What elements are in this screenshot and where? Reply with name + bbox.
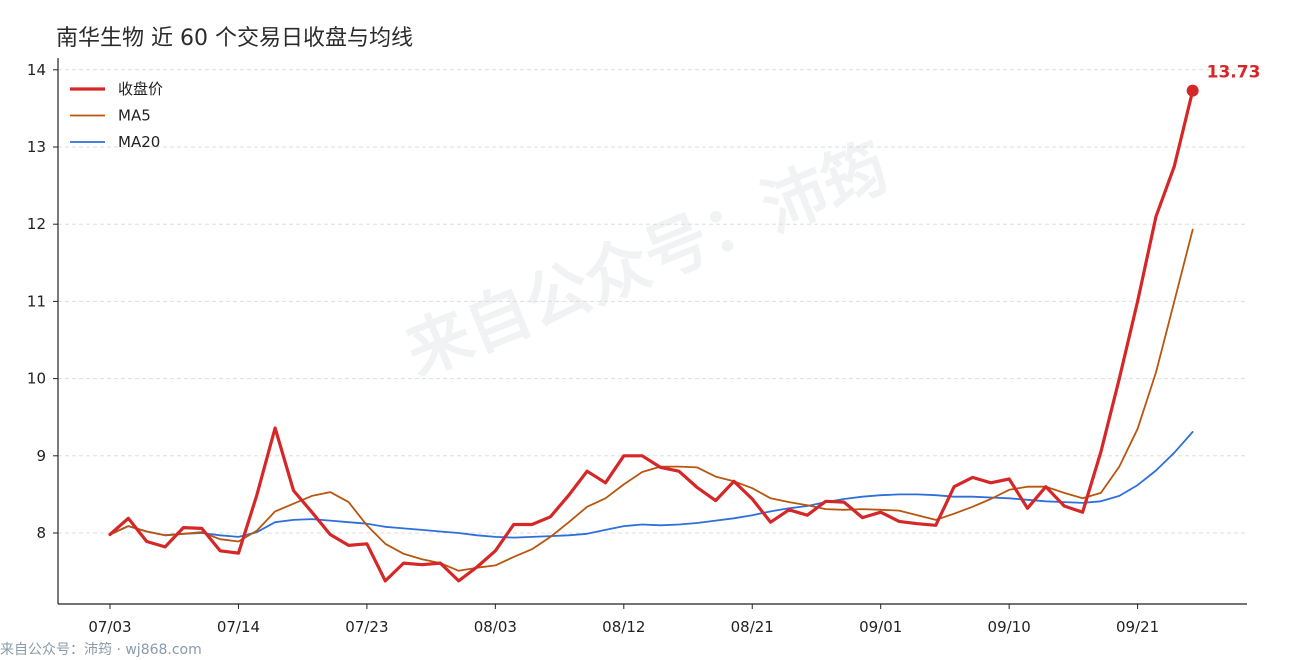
legend: 收盘价 MA5 MA20 <box>70 80 163 151</box>
y-tick-label: 8 <box>36 524 46 542</box>
x-tick-label: 07/14 <box>217 618 260 636</box>
legend-item-label: MA5 <box>118 107 151 125</box>
last-close-label: 13.73 <box>1207 63 1261 83</box>
chart-title: 南华生物 近 60 个交易日收盘与均线 <box>56 26 413 51</box>
x-tick-label: 08/03 <box>474 618 517 636</box>
series-line-ma20 <box>109 430 1194 539</box>
series-line-ma5 <box>109 228 1194 572</box>
y-tick-label: 12 <box>27 215 46 233</box>
x-tick-label: 07/23 <box>345 618 388 636</box>
y-tick-label: 14 <box>27 61 46 79</box>
y-tick-label: 10 <box>27 370 46 388</box>
y-tick-label: 11 <box>27 292 46 310</box>
legend-item-label: MA20 <box>118 133 160 151</box>
x-tick-label: 07/03 <box>88 618 131 636</box>
x-tick-label: 08/12 <box>602 618 645 636</box>
x-tick-label: 08/21 <box>731 618 774 636</box>
last-close-marker <box>1186 84 1199 97</box>
y-tick-label: 9 <box>36 447 46 465</box>
x-tick-label: 09/01 <box>859 618 902 636</box>
footer-credit: 来自公众号：沛筠 · wj868.com <box>0 642 202 658</box>
series-line-close <box>108 88 1195 583</box>
legend-item-label: 收盘价 <box>118 80 163 98</box>
x-tick-label: 09/21 <box>1116 618 1159 636</box>
y-tick-label: 13 <box>27 138 46 156</box>
x-tick-label: 09/10 <box>988 618 1031 636</box>
